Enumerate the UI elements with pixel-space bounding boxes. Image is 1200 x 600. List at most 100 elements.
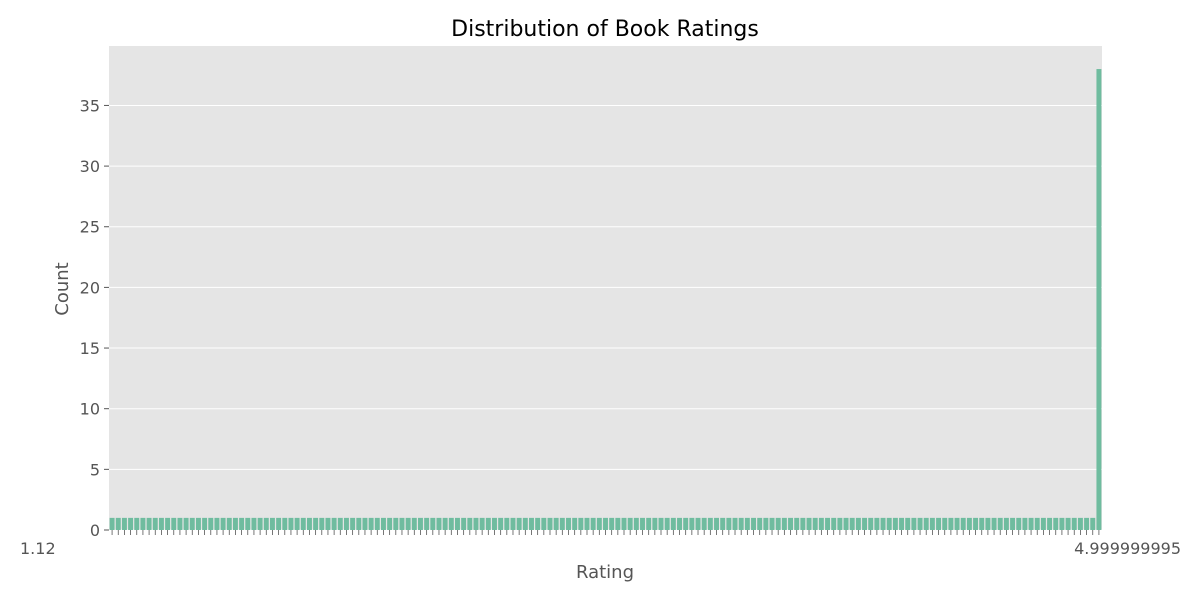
bar [917, 517, 923, 530]
bar [177, 517, 183, 530]
bar [849, 517, 855, 530]
bar [800, 517, 806, 530]
bar [251, 517, 257, 530]
bar [960, 517, 966, 530]
bar [720, 517, 726, 530]
bar [818, 517, 824, 530]
bar [547, 517, 553, 530]
plot-background [109, 46, 1102, 530]
y-axis-label: Count [52, 262, 73, 315]
bar [1016, 517, 1022, 530]
bar [257, 517, 263, 530]
bar [362, 517, 368, 530]
bar [806, 517, 812, 530]
y-tick-label: 20 [80, 278, 100, 297]
bar [282, 517, 288, 530]
bar [991, 517, 997, 530]
bar [929, 517, 935, 530]
bar [640, 517, 645, 530]
bar [732, 517, 738, 530]
bar [923, 517, 929, 530]
bar [504, 517, 510, 530]
bar [553, 517, 559, 530]
bar [788, 517, 793, 530]
bar [442, 517, 448, 530]
bar [633, 517, 639, 530]
bar [855, 517, 861, 530]
bar [621, 517, 627, 530]
bar [905, 517, 911, 530]
bar [393, 517, 399, 530]
bar [825, 517, 831, 530]
bar [195, 517, 201, 530]
bar [1034, 517, 1040, 530]
bar [1096, 69, 1102, 531]
x-tick-label-last: 4.999999995 [1074, 539, 1181, 558]
bar [331, 517, 337, 530]
bar [899, 517, 905, 530]
bar [128, 517, 134, 530]
bar [726, 517, 732, 530]
bar [1065, 517, 1071, 530]
bar [245, 517, 251, 530]
bar [572, 517, 578, 530]
bar [954, 517, 960, 530]
bar [911, 517, 917, 530]
bar [948, 517, 954, 530]
bar [1084, 517, 1090, 530]
bar [140, 517, 146, 530]
bar [843, 517, 849, 530]
bar [152, 517, 158, 530]
bar [670, 517, 676, 530]
bar [226, 517, 232, 530]
bar [115, 517, 121, 530]
y-tick-label: 10 [80, 400, 100, 419]
bar [356, 517, 362, 530]
bar [455, 517, 460, 530]
x-axis-ticks [111, 530, 1100, 535]
bar [1010, 517, 1016, 530]
bar [214, 517, 220, 530]
bar [880, 517, 886, 530]
bar [276, 517, 282, 530]
bar [966, 517, 972, 530]
bar [1003, 517, 1009, 530]
bar [979, 517, 985, 530]
bar [109, 517, 115, 530]
bar [171, 517, 177, 530]
bar [664, 517, 670, 530]
bar [535, 517, 541, 530]
bar [763, 517, 769, 530]
y-tick-label: 30 [80, 157, 100, 176]
y-tick-label: 15 [80, 339, 100, 358]
bar [652, 517, 658, 530]
bar [714, 517, 719, 530]
bar [208, 517, 214, 530]
bar [886, 517, 892, 530]
bar [683, 517, 689, 530]
bar [973, 517, 979, 530]
bar [269, 517, 275, 530]
bar [189, 517, 195, 530]
bar [158, 517, 164, 530]
bar [522, 517, 528, 530]
bar [985, 517, 991, 530]
bar [325, 517, 331, 530]
bar [294, 517, 300, 530]
y-tick-label: 35 [80, 96, 100, 115]
bar [399, 517, 405, 530]
bar [288, 517, 294, 530]
bar [701, 517, 707, 530]
bar [146, 517, 152, 530]
bar [658, 517, 664, 530]
bar [411, 517, 417, 530]
bar [1090, 517, 1096, 530]
bar [1028, 517, 1034, 530]
bar [263, 517, 269, 530]
y-tick-label: 0 [90, 521, 100, 540]
bar [781, 517, 787, 530]
bar [239, 517, 245, 530]
bar [997, 517, 1003, 530]
bar [418, 517, 423, 530]
